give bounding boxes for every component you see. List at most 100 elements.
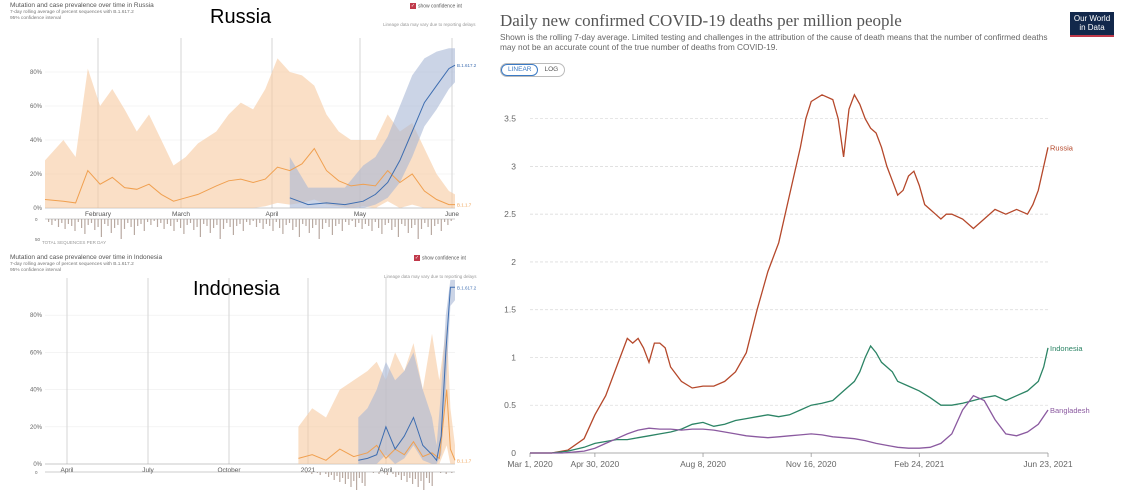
russia-sequence-bar xyxy=(279,219,281,228)
russia-sequence-bar xyxy=(378,219,380,228)
indonesia-sequence-bar xyxy=(417,472,419,487)
russia-sequence-bar xyxy=(420,219,423,229)
russia-sequence-bar xyxy=(262,219,264,229)
x-tick-label: Jun 23, 2021 xyxy=(1023,459,1072,469)
russia-sequence-bar xyxy=(249,219,251,225)
russia-sequence-bar xyxy=(242,219,244,231)
russia-y-tick-label: 20% xyxy=(30,172,43,178)
log-scale-button[interactable]: LOG xyxy=(544,66,559,73)
russia-sequence-bar xyxy=(252,219,254,221)
russia-sequence-bar xyxy=(94,219,96,230)
y-tick-label: 3.5 xyxy=(504,114,516,124)
russia-sequence-bar xyxy=(150,219,152,225)
y-tick-label: 1.5 xyxy=(504,305,516,315)
scale-toggle[interactable]: LINEAR LOG xyxy=(500,63,566,77)
indonesia-panel-label: Indonesia xyxy=(193,278,280,300)
russia-sequence-bar xyxy=(226,219,228,223)
russia-sequence-bar xyxy=(107,219,109,226)
russia-sequence-bar xyxy=(450,219,452,221)
russia-sequence-bar xyxy=(364,219,366,224)
russia-series-line-b-1-617-2 xyxy=(289,64,456,206)
russia-legend-line: 7-day rolling average of percent sequenc… xyxy=(10,10,134,15)
russia-sequence-bar xyxy=(427,219,429,227)
y-tick-label: 0 xyxy=(511,448,516,458)
indonesia-sequence-bar xyxy=(403,472,405,476)
russia-sequence-bar xyxy=(147,219,149,222)
indonesia-sequence-bar xyxy=(426,472,428,478)
russia-sequence-bar xyxy=(430,219,432,235)
indonesia-ci-toggle-label: show confidence int xyxy=(422,255,466,262)
russia-sequence-bar xyxy=(414,219,416,225)
russia-sequence-bar xyxy=(186,219,188,225)
russia-sequence-bar xyxy=(84,219,86,234)
checkbox-icon: ✓ xyxy=(414,255,420,261)
indonesia-sequence-bar xyxy=(431,472,433,486)
indonesia-sequence-bar xyxy=(398,472,400,475)
russia-legend-ci: 95% confidence interval xyxy=(10,16,61,21)
indonesia-x-tick-label: April xyxy=(379,467,393,474)
russia-sequence-bar xyxy=(232,219,234,235)
indonesia-prevalence-panel: Mutation and case prevalence over time i… xyxy=(0,250,488,498)
russia-sequence-bar xyxy=(81,219,83,228)
indonesia-y-tick-label: 40% xyxy=(30,388,43,394)
x-tick-label: Apr 30, 2020 xyxy=(571,459,620,469)
indonesia-sequence-bar xyxy=(378,472,380,474)
x-tick-label: Aug 8, 2020 xyxy=(680,459,726,469)
russia-sequence-bar xyxy=(173,219,175,231)
indonesia-sequence-bar xyxy=(336,472,338,476)
indonesia-sequence-bar xyxy=(400,472,402,480)
russia-sequence-bar xyxy=(114,219,116,228)
indonesia-sequence-bar xyxy=(392,472,394,474)
russia-sequence-bar xyxy=(381,219,383,234)
indonesia-sequence-bar xyxy=(358,472,360,478)
russia-sequence-bar xyxy=(331,219,333,235)
indonesia-sequence-bar xyxy=(305,472,307,473)
russia-sequence-bar xyxy=(222,219,225,229)
russia-sequence-bar xyxy=(137,219,139,226)
russia-sequence-bar xyxy=(239,219,241,224)
indonesia-ci-toggle[interactable]: ✓ show confidence int xyxy=(414,255,466,261)
russia-prevalence-panel: Mutation and case prevalence over time i… xyxy=(0,0,488,250)
russia-sequence-bar xyxy=(51,219,53,225)
russia-sequence-bar xyxy=(338,219,340,224)
russia-sequence-bar xyxy=(437,219,439,224)
indonesia-panel-title: Mutation and case prevalence over time i… xyxy=(10,254,163,261)
russia-sequence-bar xyxy=(120,219,122,239)
series-label-bangladesh: Bangladesh xyxy=(1050,406,1090,415)
russia-sequence-bar xyxy=(199,219,201,237)
russia-sequence-bar xyxy=(447,219,449,225)
russia-sequence-bar xyxy=(206,219,208,226)
russia-sequence-bar xyxy=(123,219,126,229)
indonesia-sequence-bar xyxy=(339,472,341,482)
russia-ci-toggle[interactable]: ✓ show confidence int xyxy=(410,3,462,9)
russia-sequence-bar xyxy=(295,219,297,227)
russia-sequence-bar xyxy=(341,219,343,231)
russia-end-label: B.1.1.7 xyxy=(457,203,472,208)
russia-sequence-bar xyxy=(180,219,182,228)
russia-ci-toggle-label: show confidence int xyxy=(418,3,462,10)
russia-sequence-bar xyxy=(48,219,50,222)
owid-logo[interactable]: Our World in Data xyxy=(1070,12,1114,37)
russia-sequence-bar xyxy=(411,219,413,228)
russia-sequence-bar xyxy=(229,219,231,227)
russia-prevalence-plot: 0% 20% 40% 60% 80% February March April May June B… xyxy=(30,38,477,242)
russia-sequence-bar xyxy=(391,219,393,230)
russia-y-tick-label: 80% xyxy=(30,70,43,76)
russia-sequence-bar xyxy=(308,219,310,233)
linear-scale-button[interactable]: LINEAR xyxy=(501,64,539,76)
y-tick-label: 2 xyxy=(511,257,516,267)
russia-sequence-bar xyxy=(285,219,287,225)
indonesia-sequence-bar xyxy=(420,472,422,481)
russia-sequence-bar xyxy=(335,219,337,226)
indonesia-x-tick-label: 2021 xyxy=(301,467,316,474)
russia-sequence-bar xyxy=(140,219,142,224)
russia-hist-tick-label: 50 xyxy=(35,237,41,242)
indonesia-sequence-bar xyxy=(330,472,332,475)
indonesia-sequence-bar xyxy=(445,472,447,474)
russia-sequence-bar xyxy=(54,219,56,221)
indonesia-sequence-bar xyxy=(386,472,388,475)
russia-sequence-bar xyxy=(318,219,320,239)
russia-sequence-bar xyxy=(196,219,198,227)
x-tick-label: Feb 24, 2021 xyxy=(894,459,944,469)
indonesia-y-tick-label: 0% xyxy=(33,462,42,468)
